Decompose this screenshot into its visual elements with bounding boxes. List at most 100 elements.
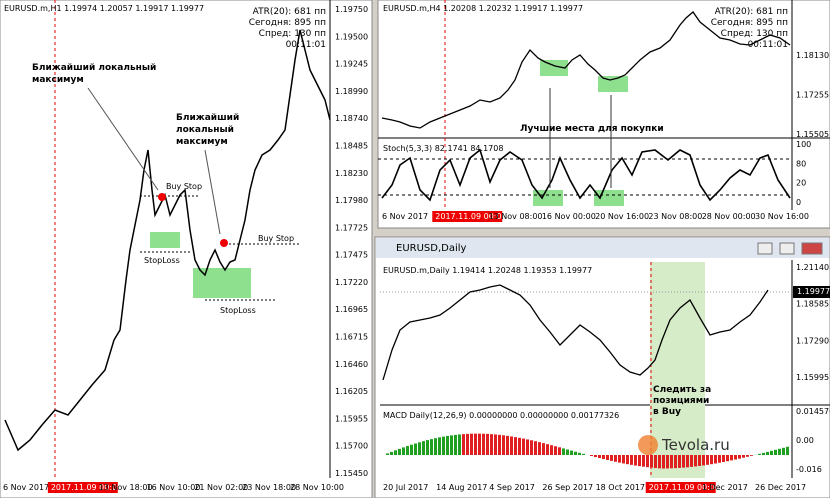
macd-bar: [406, 446, 409, 455]
macd-bar: [486, 433, 489, 455]
macd-bar: [386, 453, 389, 455]
arrow: [87, 87, 159, 191]
macd-bar: [722, 455, 725, 463]
macd-bar: [706, 455, 709, 465]
macd-bar: [782, 447, 785, 455]
stoch-line: [381, 148, 791, 202]
macd-bar: [494, 434, 497, 455]
y-tick-label: 0.014576: [796, 407, 830, 416]
macd-bar: [766, 451, 769, 455]
daily-price: [382, 284, 769, 381]
date-marker: [47, 482, 118, 493]
info: ATR(20): 681 пп: [715, 7, 789, 17]
zone: [533, 190, 563, 206]
macd-bar: [526, 439, 529, 455]
macd-bar: [458, 434, 461, 455]
macd-bar: [658, 455, 661, 469]
y-tick-label: 0.00: [796, 436, 814, 445]
macd-bar: [466, 433, 469, 455]
macd-bar: [610, 455, 613, 461]
y-tick-label: 1.18990: [335, 87, 368, 96]
x-tick-label: 6 Nov 2017: [382, 212, 428, 221]
x-tick-label: 21 Nov 02:00: [194, 483, 248, 492]
macd-bar: [678, 455, 681, 468]
x-tick-label: 26 Dec 2017: [755, 483, 806, 492]
macd-bar: [574, 451, 577, 455]
macd-bar: [462, 434, 465, 455]
macd-bar: [734, 455, 737, 460]
y-tick-label: 1.15450: [335, 469, 368, 478]
info: Спред: 130 пп: [259, 29, 326, 39]
macd-bar: [630, 455, 633, 465]
macd-bar: [690, 455, 693, 467]
macd-bar: [726, 455, 729, 462]
macd-bar: [570, 450, 573, 455]
annotation: StopLoss: [144, 256, 180, 265]
macd-bar: [634, 455, 637, 466]
minimize[interactable]: [757, 242, 773, 255]
macd-bar: [646, 455, 649, 468]
macd-bar: [618, 455, 621, 463]
x-tick-label: 2017.11.09 00:00: [51, 483, 122, 492]
macd-bar: [554, 446, 557, 455]
close[interactable]: [801, 242, 823, 255]
macd-bar: [742, 455, 745, 458]
y-tick-label: 1.18130: [796, 51, 829, 60]
macd-bar: [770, 450, 773, 455]
title-bar: [376, 238, 829, 258]
macd-bar: [454, 434, 457, 455]
logo: [638, 435, 658, 455]
y-tick-label: 1.18230: [335, 169, 368, 178]
macd-bar: [542, 443, 545, 455]
macd-bar: [638, 455, 641, 467]
macd-bar: [654, 455, 657, 469]
macd-bar: [650, 455, 653, 468]
macd-bar: [530, 440, 533, 455]
macd-bar: [686, 455, 689, 468]
h4-price: [381, 11, 791, 129]
macd-bar: [702, 455, 705, 466]
info: Спред: 130 пп: [721, 29, 788, 39]
macd-bar: [626, 455, 629, 465]
maximize[interactable]: [779, 242, 795, 255]
macd-bar: [698, 455, 701, 466]
annotation: локальный: [176, 125, 234, 135]
macd-bar: [402, 447, 405, 455]
zone: [150, 232, 180, 248]
y-tick-label: 1.17255: [796, 91, 829, 100]
y-tick-label: 100: [796, 140, 811, 149]
macd-bar: [394, 450, 397, 455]
indicator-label: MACD Daily(12,26,9) 0.00000000 0.0000000…: [383, 411, 619, 420]
zone: [540, 60, 568, 76]
y-tick-label: 1.18740: [335, 114, 368, 123]
macd-bar: [598, 455, 601, 459]
y-tick-label: 1.18485: [335, 141, 368, 150]
y-tick-label: 20: [796, 179, 806, 188]
macd-bar: [614, 455, 617, 462]
macd-bar: [710, 455, 713, 465]
x-tick-label: 30 Nov 16:00: [755, 212, 809, 221]
y-tick-label: 1.17980: [335, 196, 368, 205]
y-tick-label: 80: [796, 159, 806, 168]
macd-bar: [718, 455, 721, 463]
x-tick-label: 20 Nov 16:00: [595, 212, 649, 221]
x-tick-label: 13 Nov 18:00: [99, 483, 153, 492]
macd-bar: [750, 455, 753, 456]
macd-bar: [594, 455, 597, 458]
macd-bar: [430, 439, 433, 455]
macd-bar: [694, 455, 697, 467]
macd-bar: [746, 455, 749, 457]
y-tick-label: 1.15700: [335, 442, 368, 451]
annotation: в Buy: [653, 407, 681, 417]
zone: [598, 76, 628, 92]
x-tick-label: 4 Sep 2017: [489, 483, 535, 492]
macd-bar: [470, 433, 473, 455]
macd-bar: [606, 455, 609, 460]
y-tick-label: -0.016: [796, 465, 822, 474]
macd-bar: [446, 435, 449, 455]
macd-bar: [442, 436, 445, 455]
price-tag: [793, 286, 830, 298]
annotation: позициями: [653, 396, 709, 406]
macd-bar: [730, 455, 733, 461]
macd-bar: [578, 452, 581, 455]
